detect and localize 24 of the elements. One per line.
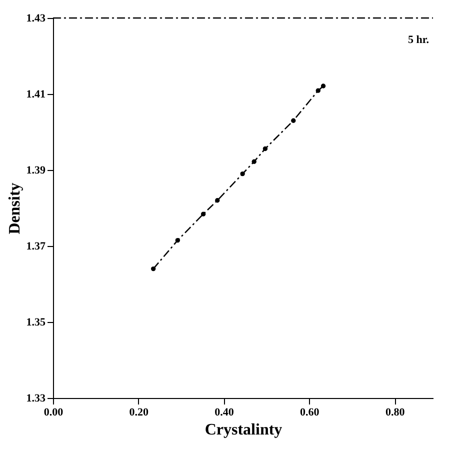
point <box>240 171 245 176</box>
y-tick-label: 1.41 <box>26 88 46 100</box>
x-tick-label: 0.40 <box>214 406 234 418</box>
point <box>215 198 220 203</box>
point <box>316 88 320 93</box>
y-axis-title: Density <box>6 182 24 234</box>
x-axis-title: Crystalinty <box>204 422 282 438</box>
point <box>150 266 156 272</box>
point <box>175 238 180 243</box>
y-tick-label: 1.33 <box>26 392 46 404</box>
y-tick-label: 1.43 <box>26 12 46 24</box>
x-tick-label: 0.00 <box>44 406 64 418</box>
y-tick-label: 1.35 <box>26 316 46 328</box>
x-tick-label: 0.60 <box>300 406 320 418</box>
point <box>252 159 256 164</box>
y-tick-label: 1.39 <box>26 164 46 176</box>
x-tick-label: 0.20 <box>129 406 150 418</box>
x-tick-label: 0.80 <box>385 406 406 418</box>
point <box>320 84 326 88</box>
point <box>291 118 296 123</box>
annotation: 5 hr. <box>408 34 430 46</box>
y-tick-label: 1.37 <box>26 240 46 252</box>
point <box>262 146 268 152</box>
point <box>200 212 206 216</box>
